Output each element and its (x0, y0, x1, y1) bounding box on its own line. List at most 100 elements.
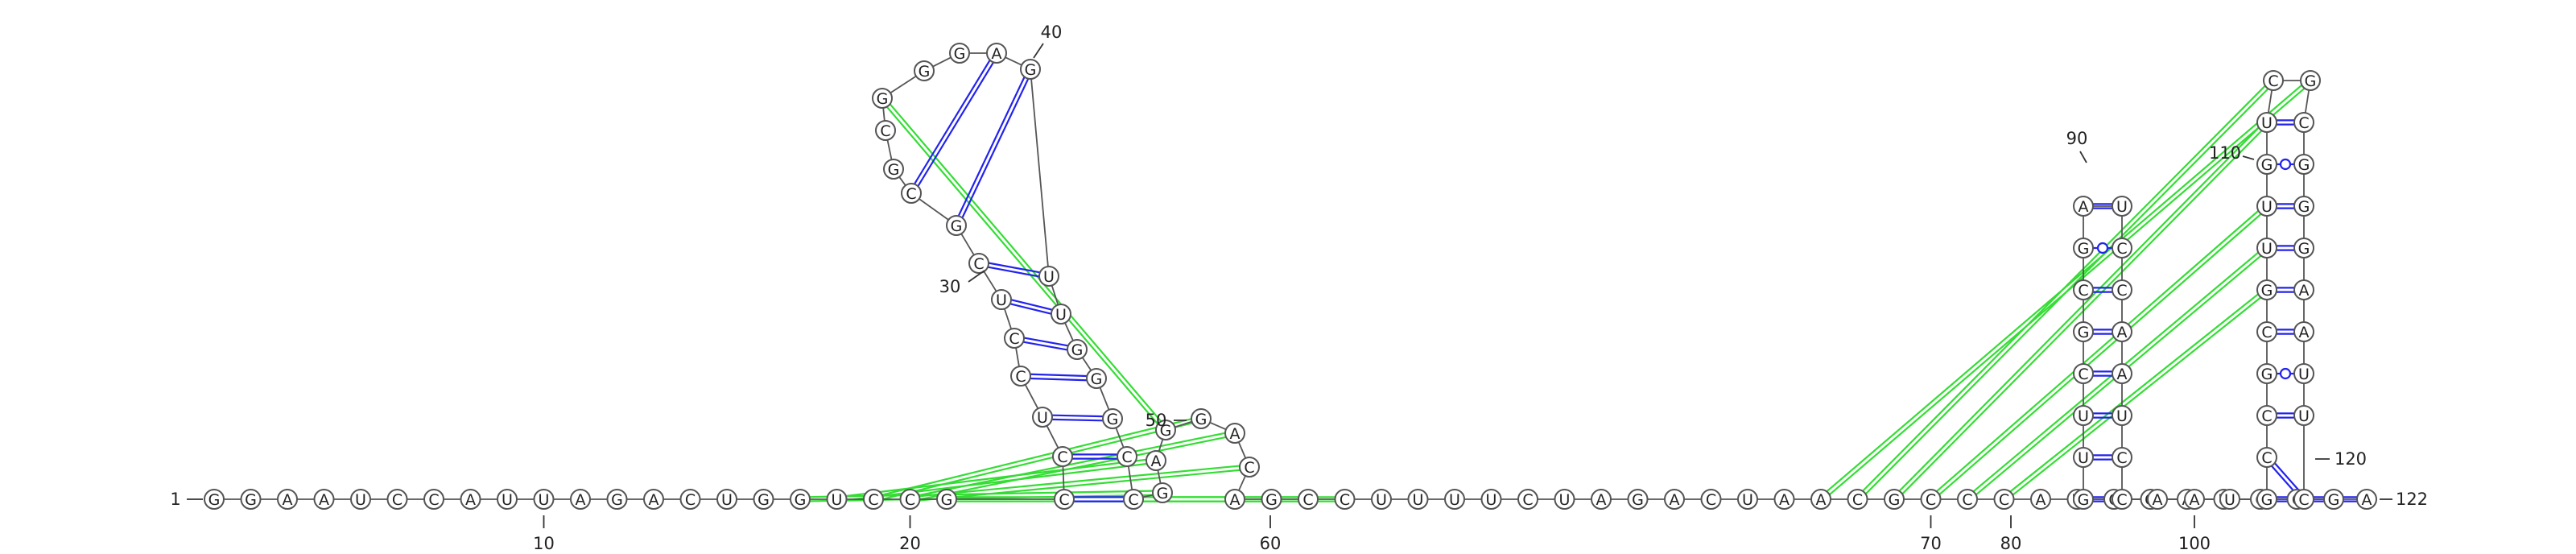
nucleotide-base: A (649, 491, 659, 509)
nucleotide-base: A (2117, 324, 2128, 341)
nucleotide: G (753, 489, 774, 510)
nucleotide-circle (946, 215, 967, 236)
nucleotide-circle (899, 489, 921, 510)
nucleotide-base: G (888, 161, 900, 179)
pseudoknot-bond (1938, 213, 2262, 495)
nucleotide-circle (2147, 489, 2168, 510)
nucleotide: C (1123, 489, 1144, 510)
nucleotide-circle (2073, 279, 2094, 300)
nucleotide: C (2263, 70, 2284, 91)
index-label: 30 (939, 270, 985, 296)
nucleotide-base: A (283, 491, 293, 509)
nucleotide: U (2073, 447, 2094, 468)
index-number: 40 (1041, 23, 1063, 42)
nucleotide: C (1054, 489, 1075, 510)
index-number: 50 (1146, 411, 1167, 430)
watson-crick-bond (989, 262, 1040, 274)
nucleotide: U (497, 489, 518, 510)
nucleotide-base: C (868, 491, 878, 509)
nucleotide-base: A (1596, 491, 1607, 509)
nucleotide-base: G (1889, 491, 1901, 509)
nucleotide-base: U (2078, 407, 2089, 425)
nucleotide-base: C (2261, 449, 2272, 467)
index-label: 10 (533, 515, 555, 553)
nucleotide: C (968, 253, 989, 274)
pseudoknot-bond (919, 469, 1241, 502)
nucleotide-base: A (2036, 491, 2046, 509)
nucleotide-base: G (1632, 491, 1644, 509)
pseudoknot-bond (2012, 296, 2261, 496)
nucleotide: C (1517, 489, 1538, 510)
nucleotide-circle (901, 183, 922, 204)
nucleotide: U (1480, 489, 1502, 510)
nucleotide-circle (386, 489, 408, 510)
nucleotide: G (2293, 196, 2314, 217)
nucleotide: G (1086, 368, 1107, 389)
nucleotide-base: C (906, 185, 916, 203)
nucleotide-circle (1298, 489, 1319, 510)
backbone-segment (1024, 384, 1039, 409)
nucleotide: U (1038, 266, 1059, 287)
nucleotide: A (1810, 489, 1831, 510)
pseudoknot-bond (919, 465, 1240, 498)
nucleotide-base: G (1160, 422, 1172, 440)
nucleotide-base: C (2298, 114, 2309, 132)
nucleotide: G (790, 489, 811, 510)
backbone-segment (1115, 427, 1125, 449)
nucleotide-circle (240, 489, 262, 510)
watson-crick-bond (1024, 337, 1068, 347)
watson-crick-bond (1030, 373, 1088, 378)
nucleotide-circle (872, 88, 893, 109)
nucleotide-base: C (2268, 72, 2278, 90)
nucleotide: G (1261, 489, 1282, 510)
nucleotide: C (899, 489, 921, 510)
nucleotide-base: U (2298, 366, 2310, 383)
nucleotide-base: G (1157, 485, 1169, 502)
nucleotide-base: G (1091, 370, 1103, 388)
nucleotide: A (2112, 363, 2132, 384)
nucleotide: C (1239, 457, 1260, 478)
nucleotide: G (883, 159, 904, 180)
nucleotide-circle (1810, 489, 1831, 510)
index-number: 120 (2334, 449, 2367, 469)
nucleotide-circle (2073, 447, 2094, 468)
nucleotide: C (863, 489, 884, 510)
backbone-segment (1081, 357, 1092, 371)
nucleotide: C (2112, 238, 2132, 258)
pseudoknot-bonds-layer (809, 84, 2306, 502)
nucleotide-base: U (355, 491, 366, 509)
nucleotide-base: G (2261, 282, 2273, 300)
nucleotide-circle (2112, 238, 2132, 258)
nucleotide-circle (2293, 279, 2314, 300)
backbone-segment (2304, 89, 2310, 114)
nucleotide: C (901, 183, 922, 204)
nucleotide: U (1407, 489, 1429, 510)
nucleotide-circle (1123, 489, 1144, 510)
nucleotide-circle (949, 43, 970, 64)
watson-crick-bond (917, 62, 994, 187)
watson-crick-bond (1023, 341, 1067, 351)
nucleotide-base: U (2116, 407, 2128, 425)
nucleotide-base: C (1015, 368, 1026, 386)
nucleotide: U (1554, 489, 1575, 510)
nucleotide-base: C (2116, 282, 2127, 300)
nucleotide: C (2073, 363, 2094, 384)
nucleotide-circle (2112, 321, 2132, 342)
nucleotide-circle (2263, 70, 2284, 91)
index-number: 10 (533, 534, 555, 553)
nucleotide-circle (986, 43, 1007, 64)
nucleotide-circle (2300, 70, 2321, 91)
nucleotide: U (1737, 489, 1758, 510)
nucleotide-base: A (1670, 491, 1680, 509)
nucleotide: G (2256, 154, 2277, 175)
nucleotide: G (914, 60, 935, 81)
nucleotide-circle (2073, 321, 2094, 342)
nucleotide-base: C (1121, 449, 1132, 466)
nucleotide-base: A (2153, 491, 2163, 509)
index-label: 90 (2066, 129, 2087, 163)
backbone-segment (1127, 465, 1133, 490)
nucleotide-circle (914, 60, 935, 81)
nucleotide-base: C (2261, 324, 2272, 341)
backbone-segment (1051, 285, 1059, 305)
